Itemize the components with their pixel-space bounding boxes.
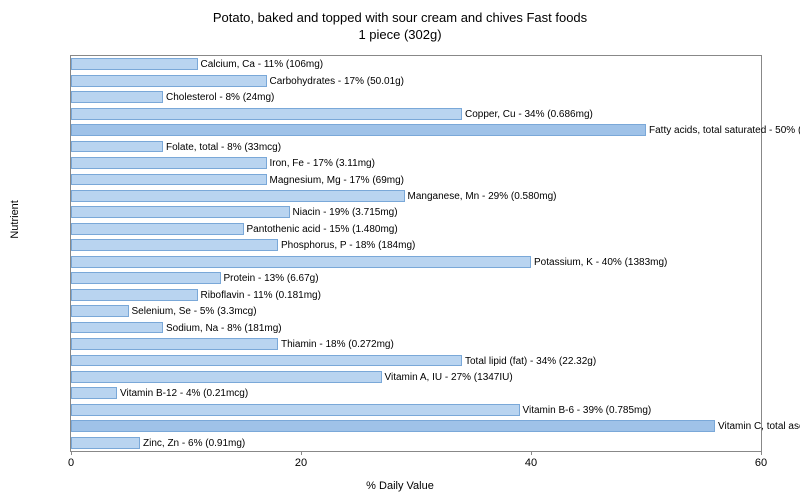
x-tick-line: [301, 451, 302, 455]
bar-label: Vitamin B-12 - 4% (0.21mcg): [116, 388, 248, 400]
bar-label: Zinc, Zn - 6% (0.91mg): [139, 438, 245, 450]
bar-label: Magnesium, Mg - 17% (69mg): [266, 175, 405, 187]
bar: Riboflavin - 11% (0.181mg): [71, 289, 198, 301]
x-axis-label: % Daily Value: [366, 480, 434, 492]
bar: Total lipid (fat) - 34% (22.32g): [71, 355, 462, 367]
bar: Pantothenic acid - 15% (1.480mg): [71, 223, 244, 235]
bar: Iron, Fe - 17% (3.11mg): [71, 157, 267, 169]
bar-label: Selenium, Se - 5% (3.3mcg): [128, 306, 257, 318]
bar: Selenium, Se - 5% (3.3mcg): [71, 305, 129, 317]
bar: Potassium, K - 40% (1383mg): [71, 256, 531, 268]
bar-label: Vitamin C, total ascorbic acid - 56% (33…: [714, 421, 800, 433]
x-tick-line: [71, 451, 72, 455]
bar: Magnesium, Mg - 17% (69mg): [71, 174, 267, 186]
x-tick-label: 40: [525, 457, 537, 469]
x-tick-line: [761, 451, 762, 455]
bar: Vitamin A, IU - 27% (1347IU): [71, 371, 382, 383]
bar-label: Vitamin B-6 - 39% (0.785mg): [519, 405, 652, 417]
bar: Vitamin B-6 - 39% (0.785mg): [71, 404, 520, 416]
nutrient-chart: Potato, baked and topped with sour cream…: [0, 0, 800, 500]
bars-container: Calcium, Ca - 11% (106mg) Carbohydrates -…: [71, 56, 761, 451]
bar-label: Potassium, K - 40% (1383mg): [530, 257, 667, 269]
title-line-2: 1 piece (302g): [358, 27, 441, 42]
bar-label: Calcium, Ca - 11% (106mg): [197, 59, 324, 71]
bar-label: Thiamin - 18% (0.272mg): [277, 339, 394, 351]
bar-label: Fatty acids, total saturated - 50% (10.0…: [645, 125, 800, 137]
bar-label: Niacin - 19% (3.715mg): [289, 207, 398, 219]
bar: Thiamin - 18% (0.272mg): [71, 338, 278, 350]
x-tick-label: 20: [295, 457, 307, 469]
x-tick-line: [531, 451, 532, 455]
bar: Manganese, Mn - 29% (0.580mg): [71, 190, 405, 202]
bar: Folate, total - 8% (33mcg): [71, 141, 163, 153]
x-tick-label: 0: [68, 457, 74, 469]
bar: Fatty acids, total saturated - 50% (10.0…: [71, 124, 646, 136]
y-axis-label: Nutrient: [9, 200, 21, 239]
bar-label: Folate, total - 8% (33mcg): [162, 142, 281, 154]
bar: Niacin - 19% (3.715mg): [71, 206, 290, 218]
bar: Phosphorus, P - 18% (184mg): [71, 239, 278, 251]
bar-label: Copper, Cu - 34% (0.686mg): [461, 109, 593, 121]
bar-label: Protein - 13% (6.67g): [220, 273, 319, 285]
bar: Copper, Cu - 34% (0.686mg): [71, 108, 462, 120]
bar-label: Cholesterol - 8% (24mg): [162, 92, 274, 104]
bar-label: Carbohydrates - 17% (50.01g): [266, 76, 405, 88]
bar-label: Riboflavin - 11% (0.181mg): [197, 290, 321, 302]
bar-label: Pantothenic acid - 15% (1.480mg): [243, 224, 398, 236]
bar-label: Total lipid (fat) - 34% (22.32g): [461, 356, 596, 368]
x-tick-label: 60: [755, 457, 767, 469]
bar-label: Manganese, Mn - 29% (0.580mg): [404, 191, 557, 203]
bar: Vitamin C, total ascorbic acid - 56% (33…: [71, 420, 715, 432]
bar-label: Vitamin A, IU - 27% (1347IU): [381, 372, 513, 384]
bar: Vitamin B-12 - 4% (0.21mcg): [71, 387, 117, 399]
bar-label: Sodium, Na - 8% (181mg): [162, 323, 282, 335]
bar: Zinc, Zn - 6% (0.91mg): [71, 437, 140, 449]
chart-title: Potato, baked and topped with sour cream…: [0, 0, 800, 44]
title-line-1: Potato, baked and topped with sour cream…: [213, 10, 587, 25]
plot-area: Calcium, Ca - 11% (106mg) Carbohydrates -…: [70, 55, 762, 452]
bar: Protein - 13% (6.67g): [71, 272, 221, 284]
bar-label: Iron, Fe - 17% (3.11mg): [266, 158, 375, 170]
bar: Carbohydrates - 17% (50.01g): [71, 75, 267, 87]
bar-label: Phosphorus, P - 18% (184mg): [277, 240, 415, 252]
bar: Sodium, Na - 8% (181mg): [71, 322, 163, 334]
bar: Calcium, Ca - 11% (106mg): [71, 58, 198, 70]
bar: Cholesterol - 8% (24mg): [71, 91, 163, 103]
